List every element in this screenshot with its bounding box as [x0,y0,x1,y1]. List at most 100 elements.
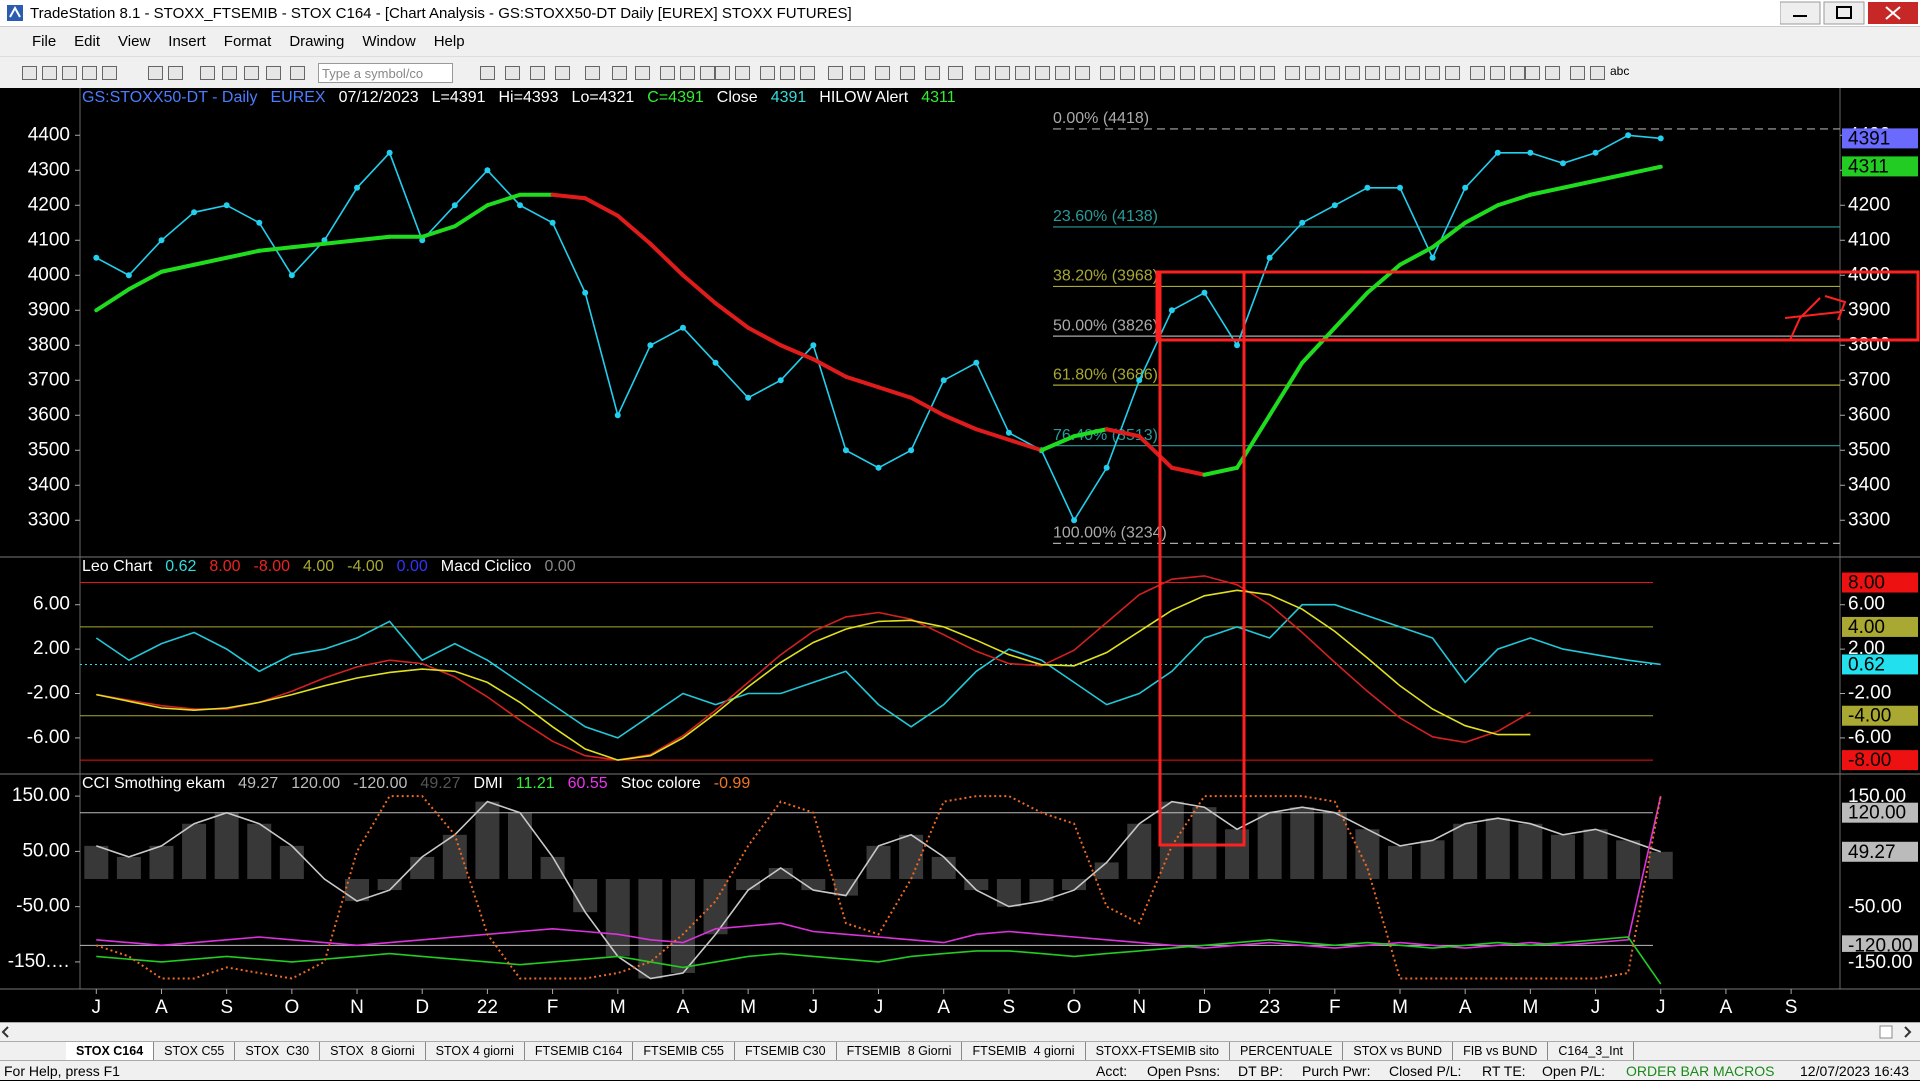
toolbar-icon[interactable] [680,66,695,80]
toolbar-icon[interactable] [1445,66,1460,80]
toolbar-icon[interactable] [1220,66,1235,80]
value-box [1842,802,1918,823]
toolbar-icon[interactable] [828,66,843,80]
toolbar-icon[interactable] [1055,66,1070,80]
toolbar-icon[interactable] [1140,66,1155,80]
toolbar-icon[interactable] [612,66,627,80]
symbol-input[interactable]: Type a symbol/co [318,63,453,83]
toolbar-icon[interactable] [222,66,237,80]
toolbar-icon[interactable] [1425,66,1440,80]
toolbar-icon[interactable] [244,66,259,80]
toolbar-icon[interactable] [1120,66,1135,80]
toolbar-icon[interactable] [1015,66,1030,80]
toolbar-icon[interactable] [800,66,815,80]
text-tool[interactable]: abc [1610,64,1630,78]
toolbar-icon[interactable] [1075,66,1090,80]
tab[interactable]: FTSEMIB 8 Giorni [837,1042,963,1060]
tab[interactable]: STOX C55 [154,1042,236,1060]
tab[interactable]: FTSEMIB C30 [735,1042,837,1060]
toolbar-icon[interactable] [266,66,281,80]
toolbar-icon[interactable] [995,66,1010,80]
toolbar-icon[interactable] [480,66,495,80]
menu-item[interactable]: File [32,33,57,50]
toolbar-icon[interactable] [1160,66,1175,80]
toolbar-icon[interactable] [850,66,865,80]
tab[interactable]: FTSEMIB C55 [633,1042,735,1060]
toolbar-icon[interactable] [1510,66,1525,80]
tab[interactable]: FTSEMIB 4 giorni [962,1042,1086,1060]
toolbar-icon[interactable] [290,66,305,80]
toolbar-icon[interactable] [505,66,520,80]
toolbar-icon[interactable] [1240,66,1255,80]
toolbar-icon[interactable] [1405,66,1420,80]
toolbar-icon[interactable] [975,66,990,80]
toolbar-icon[interactable] [1470,66,1485,80]
fib-label: 0.00% (4418) [1053,110,1149,127]
panel-header: GS:STOXX50-DT - Daily [82,89,257,106]
toolbar-icon[interactable] [1200,66,1215,80]
tab[interactable]: PERCENTUALE [1230,1042,1344,1060]
toolbar-icon[interactable] [735,66,750,80]
toolbar-icon[interactable] [1325,66,1340,80]
toolbar-icon[interactable] [82,66,97,80]
toolbar-icon[interactable] [1365,66,1380,80]
toolbar-icon[interactable] [875,66,890,80]
toolbar-icon[interactable] [760,66,775,80]
toolbar-icon[interactable] [62,66,77,80]
toolbar-icon[interactable] [1260,66,1275,80]
window-controls[interactable] [1780,0,1920,27]
toolbar-icon[interactable] [1285,66,1300,80]
value-box [1842,750,1918,771]
toolbar-icon[interactable] [530,66,545,80]
toolbar-icon[interactable] [148,66,163,80]
toolbar-icon[interactable] [200,66,215,80]
tab[interactable]: STOX 8 Giorni [320,1042,426,1060]
menu-item[interactable]: Window [362,33,416,50]
series-line [96,936,1662,985]
toolbar-icon[interactable] [1100,66,1115,80]
scroll-arrows[interactable] [0,1023,1920,1042]
toolbar-icon[interactable] [102,66,117,80]
toolbar-icon[interactable] [715,66,730,80]
toolbar-icon[interactable] [1590,66,1605,80]
toolbar-icon[interactable] [1545,66,1560,80]
toolbar-icon[interactable] [660,66,675,80]
toolbar-icon[interactable] [948,66,963,80]
toolbar-icon[interactable] [1525,66,1540,80]
scroll-bar[interactable] [0,1022,1920,1041]
menu-item[interactable]: Edit [74,33,101,50]
menu-item[interactable]: Format [223,33,272,50]
menu-item[interactable]: View [118,33,151,50]
toolbar-icon[interactable] [168,66,183,80]
tab[interactable]: STOX 4 giorni [426,1042,525,1060]
toolbar-icon[interactable] [1570,66,1585,80]
moving-average-segment [615,213,653,246]
toolbar-icon[interactable] [42,66,57,80]
tab[interactable]: FIB vs BUND [1453,1042,1549,1060]
toolbar-icon[interactable] [635,66,650,80]
toolbar-icon[interactable] [780,66,795,80]
tab[interactable]: STOX C164 [66,1042,155,1060]
toolbar-icon[interactable] [1035,66,1050,80]
toolbar-icon[interactable] [1385,66,1400,80]
toolbar-icon[interactable] [925,66,940,80]
toolbar-icon[interactable] [555,66,570,80]
toolbar-icon[interactable] [585,66,600,80]
toolbar-icon[interactable] [1180,66,1195,80]
toolbar-icon[interactable] [22,66,37,80]
panel-header: CCI Smothing ekam [82,775,225,792]
menu-item[interactable]: Insert [168,33,206,50]
tab[interactable]: STOX vs BUND [1343,1042,1454,1060]
tab[interactable]: C164_3_Int [1548,1042,1635,1060]
tab[interactable]: FTSEMIB C164 [525,1042,634,1060]
menu-item[interactable]: Help [433,33,465,50]
toolbar-icon[interactable] [1490,66,1505,80]
toolbar-icon[interactable] [1345,66,1360,80]
tab[interactable]: STOXX-FTSEMIB sito [1086,1042,1230,1060]
price-marker [1559,160,1566,167]
tab[interactable]: STOX C30 [235,1042,321,1060]
toolbar-icon[interactable] [700,66,715,80]
menu-item[interactable]: Drawing [289,33,345,50]
toolbar-icon[interactable] [900,66,915,80]
toolbar-icon[interactable] [1305,66,1320,80]
